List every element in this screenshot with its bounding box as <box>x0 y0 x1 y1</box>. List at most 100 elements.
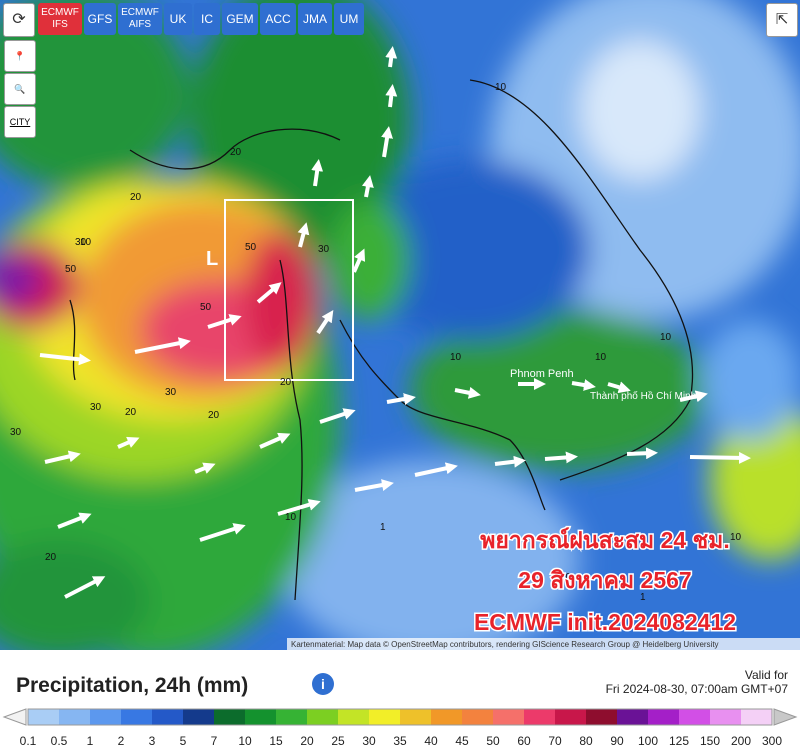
colorbar-label: 50 <box>486 734 500 748</box>
colorbar-label: 7 <box>211 734 218 748</box>
colorbar-segment <box>741 709 773 725</box>
contour-label: 10 <box>660 332 672 343</box>
refresh-button[interactable]: ⟳ <box>3 3 35 37</box>
colorbar-segment <box>369 709 401 725</box>
colorbar-label: 30 <box>362 734 376 748</box>
colorbar-low-arrow <box>2 708 27 726</box>
wind-arrow <box>57 512 92 529</box>
contour-label: 1 <box>640 592 646 603</box>
colorbar-label: 15 <box>269 734 283 748</box>
wind-arrow <box>199 523 246 542</box>
wind-arrow <box>44 450 81 464</box>
model-button[interactable]: GEM <box>222 3 258 35</box>
contour-label: 50 <box>65 264 77 275</box>
wind-arrow <box>207 314 242 329</box>
wind-arrow <box>386 393 416 405</box>
contour-label: 30 <box>75 237 87 248</box>
wind-arrow <box>354 479 394 492</box>
colorbar-segment <box>338 709 370 725</box>
colorbar-segment <box>90 709 122 725</box>
model-button[interactable]: UK <box>164 3 192 35</box>
wind-arrow <box>385 46 398 68</box>
colorbar-segment <box>524 709 556 725</box>
wind-arrow <box>626 447 658 460</box>
valid-block: Valid for Fri 2024-08-30, 07:00am GMT+07 <box>606 668 788 696</box>
wind-arrow <box>679 390 708 403</box>
wind-arrow <box>194 462 216 474</box>
wind-arrow <box>316 310 334 335</box>
model-button[interactable]: IC <box>194 3 220 35</box>
share-button[interactable]: ⇱ <box>766 3 798 37</box>
wind-arrow <box>297 222 310 248</box>
model-button[interactable]: JMA <box>298 3 332 35</box>
contour-labels: 10 20 30 50 50 30 20 30 50 30 20 10 10 1… <box>10 82 742 603</box>
overlay-line: ECMWF init.2024082412 <box>474 609 736 635</box>
contour-label: 30 <box>165 387 177 398</box>
model-button[interactable]: ECMWF IFS <box>38 3 82 35</box>
place-label: Phnom Penh <box>510 368 574 380</box>
contour-label: 10 <box>730 532 742 543</box>
colorbar-segment <box>152 709 184 725</box>
low-marker: L <box>206 248 218 270</box>
colorbar-segment <box>462 709 494 725</box>
colorbar-segment <box>400 709 432 725</box>
colorbar-label: 25 <box>331 734 345 748</box>
locate-button[interactable]: 📍 <box>4 40 36 72</box>
colorbar: 0.1 0.5 1 2 3 5 7 10 15 20 25 30 35 40 45 50 60 70 80 90 100… <box>2 708 798 748</box>
zoom-button[interactable]: 🔍 <box>4 73 36 105</box>
colorbar-segment <box>245 709 277 725</box>
wind-arrow <box>494 455 526 468</box>
wind-arrow <box>544 451 578 464</box>
colorbar-label: 45 <box>455 734 469 748</box>
valid-time: Fri 2024-08-30, 07:00am GMT+07 <box>605 682 788 696</box>
colorbar-segment <box>648 709 680 725</box>
city-button[interactable]: CITY <box>4 106 36 138</box>
wind-arrow <box>607 381 631 394</box>
wind-arrow <box>256 282 282 304</box>
contour-label: 10 <box>285 512 297 523</box>
info-button[interactable]: i <box>312 673 334 695</box>
colorbar-label: 60 <box>517 734 531 748</box>
wind-arrow <box>311 159 324 187</box>
wind-arrow <box>361 175 374 198</box>
model-button[interactable]: GFS <box>84 3 116 35</box>
model-button[interactable]: ACC <box>260 3 296 35</box>
wind-arrow <box>117 436 140 449</box>
contour-label: 10 <box>560 572 572 583</box>
contour-label: 20 <box>280 377 292 388</box>
wind-arrow <box>352 248 366 273</box>
colorbar-frame <box>27 708 773 726</box>
colorbar-segment <box>121 709 153 725</box>
colorbar-label: 1 <box>87 734 94 748</box>
wind-arrow <box>277 498 321 516</box>
overlay-text: พยากรณ์ฝนสะสม 24 ชม. 29 สิงหาคม 2567 ECM… <box>472 526 737 637</box>
colorbar-label: 10 <box>238 734 252 748</box>
colorbar-label: 40 <box>424 734 438 748</box>
model-button[interactable]: UM <box>334 3 364 35</box>
place-label: Thành phố Hồ Chí Minh <box>590 390 696 402</box>
contour-label: 20 <box>208 410 220 421</box>
colorbar-segment <box>59 709 91 725</box>
map: L 10 20 30 50 50 30 20 30 50 30 20 10 10… <box>0 0 800 650</box>
wind-arrow <box>134 337 191 354</box>
contour-label: 50 <box>245 242 257 253</box>
contour-label: 10 <box>595 352 607 363</box>
contour-label: 1 <box>380 522 386 533</box>
precip-field <box>0 0 800 650</box>
contour-label: 50 <box>200 302 212 313</box>
overlay-line: 29 สิงหาคม 2567 <box>518 567 691 593</box>
wind-arrow <box>319 408 356 424</box>
wind-arrow <box>39 353 91 366</box>
colorbar-label: 100 <box>638 734 658 748</box>
wind-arrow <box>414 462 458 477</box>
model-button[interactable]: ECMWF AIFS <box>118 3 162 35</box>
colorbar-label: 35 <box>393 734 407 748</box>
colorbar-label: 300 <box>762 734 782 748</box>
wind-arrows <box>39 46 751 599</box>
legend-title: Precipitation, 24h (mm) <box>16 674 249 697</box>
colorbar-label: 70 <box>548 734 562 748</box>
colorbar-segment <box>555 709 587 725</box>
colorbar-label: 20 <box>300 734 314 748</box>
wind-arrow <box>64 576 106 599</box>
colorbar-label: 0.1 <box>20 734 37 748</box>
